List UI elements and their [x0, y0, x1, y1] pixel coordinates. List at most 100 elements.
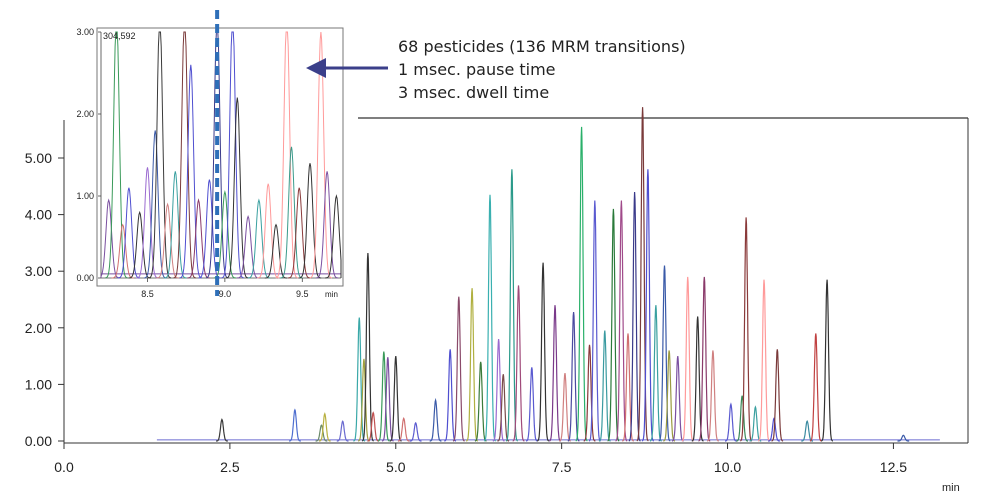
main-peak-trace — [636, 107, 649, 442]
inset-peak-trace — [275, 31, 299, 279]
main-peak-trace — [622, 333, 634, 442]
main-peak-trace — [497, 374, 510, 442]
inset-peak-trace — [298, 163, 322, 279]
main-x-tick-label: 7.5 — [552, 459, 572, 475]
main-x-tick-label: 10.0 — [714, 459, 741, 475]
inset-peak-trace — [247, 198, 271, 279]
main-y-tick-label: 0.00 — [25, 433, 52, 449]
main-peak-trace — [736, 395, 748, 442]
main-peak-trace — [575, 126, 588, 442]
main-peak-trace — [706, 350, 719, 442]
main-peak-trace — [525, 367, 538, 442]
main-peak-trace — [749, 405, 762, 442]
main-peak-trace — [658, 265, 671, 442]
annotation-line-2: 1 msec. pause time — [398, 60, 556, 79]
inset-peak-trace — [198, 179, 221, 279]
main-peak-trace — [698, 276, 711, 442]
main-y-tick-label: 1.00 — [25, 376, 52, 392]
main-peak-trace — [336, 420, 349, 442]
main-peak-trace — [452, 296, 465, 442]
inset-y-tick-label: 2.00 — [76, 109, 94, 119]
main-peak-trace — [512, 285, 525, 442]
main-peak-trace — [649, 305, 662, 442]
inset-readout: 304,592 — [103, 31, 136, 41]
main-x-unit-label: min — [942, 482, 960, 494]
inset-peak-trace — [315, 171, 339, 279]
inset-peak-trace — [309, 31, 333, 279]
inset-peak-trace — [226, 97, 249, 279]
inset-peak-trace — [136, 167, 159, 279]
inset-peak-trace — [111, 223, 134, 279]
main-peak-trace — [771, 349, 784, 442]
main-peak-trace — [809, 333, 822, 442]
inset-peak-trace — [221, 31, 244, 279]
inset-peak-trace — [143, 130, 167, 279]
inset-y-tick-label: 3.00 — [76, 27, 94, 37]
main-x-tick-label: 0.0 — [54, 459, 74, 475]
inset-peak-trace — [257, 183, 280, 279]
main-peak-trace — [466, 288, 478, 442]
main-y-tick-label: 3.00 — [25, 263, 52, 279]
main-peak-trace — [691, 316, 704, 442]
main-peak-trace — [588, 200, 601, 442]
main-y-tick-label: 5.00 — [25, 150, 52, 166]
inset-x-tick-label: 9.5 — [296, 289, 309, 299]
main-peak-trace — [389, 356, 402, 442]
main-peak-trace — [315, 424, 328, 442]
inset-peak-trace — [179, 64, 203, 279]
inset-peak-trace — [236, 215, 260, 279]
main-peak-trace — [361, 253, 374, 442]
inset-peak-trace — [187, 198, 210, 279]
main-peak-trace — [318, 412, 331, 442]
main-peak-trace — [758, 279, 770, 442]
main-peak-trace — [549, 305, 562, 442]
main-peak-trace — [583, 344, 596, 442]
main-peak-trace — [598, 330, 611, 442]
main-y-tick-label: 4.00 — [25, 207, 52, 223]
inset-x-tick-label: 9.0 — [219, 289, 232, 299]
inset-peak-trace — [213, 189, 237, 279]
main-peak-trace — [897, 434, 910, 442]
main-peak-trace — [484, 194, 496, 442]
main-peak-trace — [381, 357, 394, 442]
main-peak-trace — [663, 350, 676, 442]
main-peak-trace — [615, 200, 628, 442]
main-peak-trace — [537, 262, 550, 442]
inset-peak-trace — [148, 31, 172, 279]
main-peak-trace — [367, 411, 379, 442]
main-peak-trace — [429, 397, 442, 442]
inset-y-tick-label: 0.00 — [76, 273, 94, 283]
main-peak-trace — [397, 417, 410, 442]
main-peak-trace — [740, 217, 753, 442]
main-peak-trace — [357, 358, 370, 442]
main-peak-trace — [681, 276, 694, 442]
annotation-line-1: 68 pesticides (136 MRM transitions) — [398, 37, 686, 56]
main-peak-trace — [492, 339, 505, 442]
main-chart: 0.00 1.00 2.00 3.00 4.00 5.00 0.0 2.5 5.0 7.5 10.… — [25, 107, 969, 494]
inset-peak-trace — [156, 202, 179, 279]
inset-peak-trace — [325, 194, 342, 279]
inset-peak-trace — [287, 187, 311, 279]
inset-x-unit-label: min — [325, 290, 338, 299]
main-x-tick-label: 5.0 — [386, 459, 406, 475]
main-y-tick-label: 2.00 — [25, 320, 52, 336]
main-peak-trace — [409, 421, 422, 442]
main-peak-trace — [821, 279, 833, 442]
main-peak-trace — [671, 356, 684, 442]
annotation-line-3: 3 msec. dwell time — [398, 83, 549, 102]
main-peak-trace — [801, 420, 813, 442]
main-peak-trace — [377, 351, 390, 442]
inset-y-tick-label: 1.00 — [76, 191, 94, 201]
inset-frame — [96, 27, 344, 287]
main-peak-trace — [725, 402, 737, 442]
main-peak-trace — [607, 208, 620, 442]
main-peak-trace — [768, 417, 780, 442]
main-peak-trace — [474, 361, 487, 442]
inset-x-tick-label: 8.5 — [141, 289, 154, 299]
main-peak-trace — [353, 317, 366, 442]
main-peak-trace — [444, 349, 457, 442]
inset-peak-trace — [280, 146, 303, 279]
main-peak-trace — [505, 169, 518, 442]
main-peak-trace — [289, 408, 301, 442]
